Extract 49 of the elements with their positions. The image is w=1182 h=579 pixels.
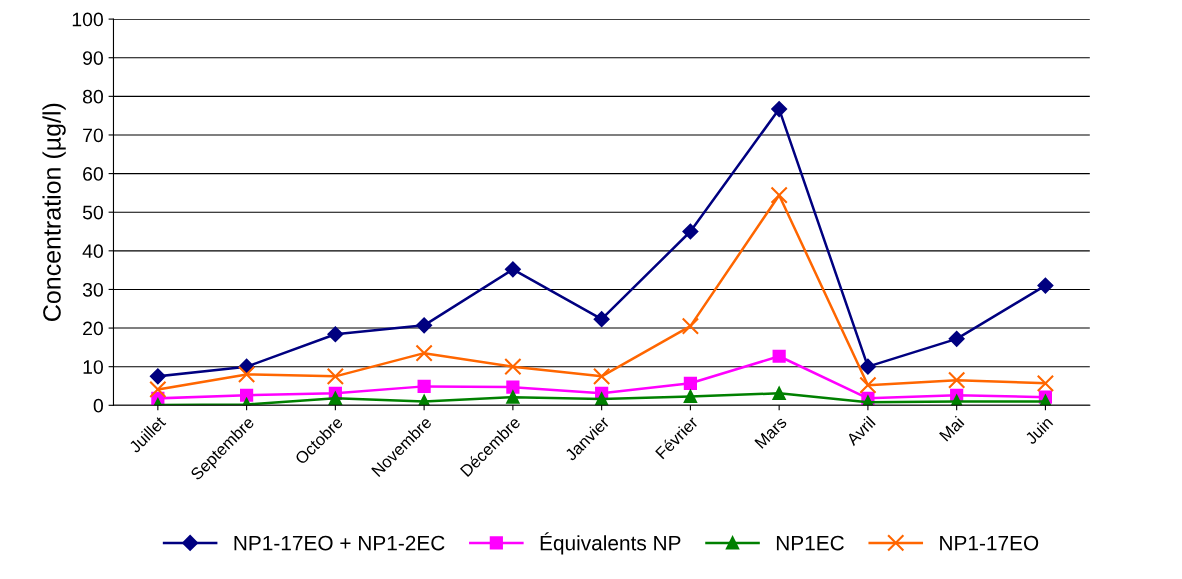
point <box>415 344 433 362</box>
y-tick-label: 100 <box>72 12 103 27</box>
point <box>681 317 700 335</box>
point <box>947 371 966 389</box>
point <box>327 326 344 343</box>
y-tick-label: 80 <box>82 89 103 104</box>
point <box>1036 374 1055 392</box>
point <box>683 376 697 390</box>
y-tick-label: 20 <box>83 321 103 336</box>
point <box>592 367 611 386</box>
point <box>237 365 256 384</box>
point <box>240 388 254 402</box>
point <box>326 367 345 386</box>
point <box>417 379 431 393</box>
point <box>859 376 877 394</box>
y-tick-label: 90 <box>83 51 103 65</box>
point <box>504 358 522 376</box>
legend-label: Équivalents NP <box>540 532 681 555</box>
point <box>149 368 166 385</box>
y-tick-label: 30 <box>82 282 103 297</box>
point <box>860 358 876 375</box>
point <box>771 101 788 117</box>
y-axis-title: Concentration (µg/l) <box>42 103 66 321</box>
point <box>948 330 965 347</box>
y-tick-label: 10 <box>83 360 103 374</box>
x-tick-label: Mai <box>938 415 965 442</box>
point <box>149 380 167 399</box>
legend-label: NP1-17EO + NP1-2EC <box>234 535 445 551</box>
point <box>504 261 521 278</box>
y-tick-label: 70 <box>83 128 103 143</box>
point <box>595 392 609 406</box>
y-tick-label: 0 <box>93 398 103 413</box>
x-tick-label: Juin <box>1023 415 1054 446</box>
point <box>506 390 520 404</box>
point <box>416 317 433 334</box>
point <box>772 386 786 400</box>
point <box>682 223 699 240</box>
legend-label: NP1-17EO <box>940 535 1039 551</box>
point <box>770 186 788 204</box>
point <box>506 380 520 394</box>
point <box>328 391 342 405</box>
point <box>593 311 610 328</box>
point <box>683 389 697 404</box>
y-tick-label: 60 <box>83 167 103 181</box>
y-tick-label: 50 <box>82 205 103 220</box>
legend-label: NP1EC <box>776 535 844 551</box>
point <box>1037 277 1054 294</box>
y-tick-label: 40 <box>82 244 103 259</box>
point <box>772 349 786 363</box>
